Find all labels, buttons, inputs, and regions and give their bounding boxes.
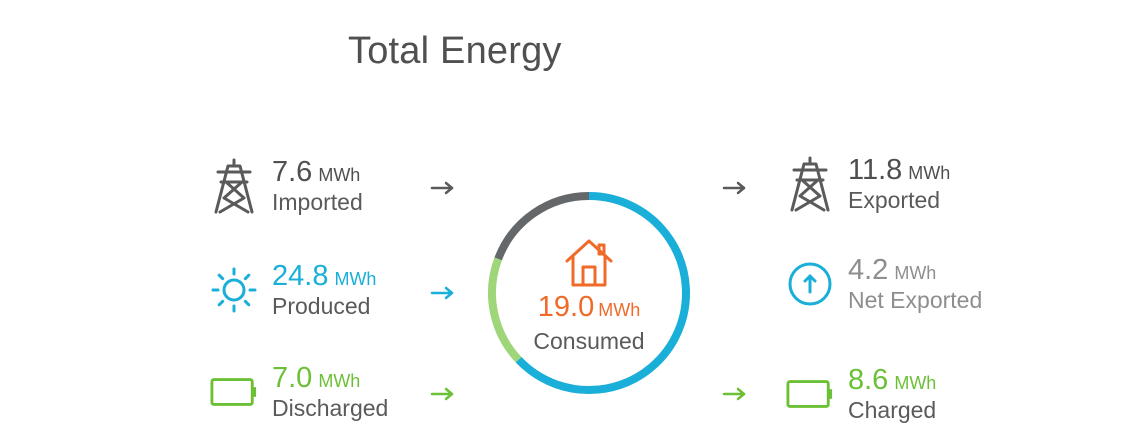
imported-value: 7.6: [272, 156, 313, 188]
charged-arrow-icon: [722, 387, 746, 401]
sun-icon: [210, 262, 258, 318]
exported-stat: 11.8 MWh Exported: [786, 156, 950, 212]
power-tower-icon: [786, 156, 834, 212]
power-tower-icon: [210, 158, 258, 214]
net-exported-unit: MWh: [894, 263, 937, 283]
donut-segment-discharged: [488, 257, 522, 363]
discharged-label: Discharged: [272, 395, 389, 421]
discharged-unit: MWh: [318, 371, 361, 391]
donut-segment-produced: [515, 192, 690, 394]
consumed-value: 19.0: [537, 291, 595, 323]
net-exported-value: 4.2: [848, 254, 889, 286]
consumed-unit: MWh: [598, 300, 641, 320]
charged-label: Charged: [848, 397, 937, 423]
charged-stat: 8.6 MWh Charged: [786, 366, 936, 422]
up-arrow-circle-icon: [786, 256, 834, 312]
discharged-arrow-icon: [430, 387, 454, 401]
house-icon: [563, 237, 615, 289]
consumed-label: Consumed: [533, 328, 645, 354]
charged-value: 8.6: [848, 364, 889, 396]
discharged-value: 7.0: [272, 362, 313, 394]
charged-unit: MWh: [894, 373, 937, 393]
produced-arrow-icon: [430, 286, 454, 300]
net-exported-label: Net Exported: [848, 287, 983, 313]
produced-label: Produced: [272, 293, 371, 319]
discharged-stat: 7.0 MWh Discharged: [210, 364, 388, 420]
produced-stat: 24.8 MWh Produced: [210, 262, 376, 318]
battery-icon: [210, 364, 258, 420]
imported-unit: MWh: [318, 165, 361, 185]
imported-label: Imported: [272, 189, 363, 215]
page-title: Total Energy: [348, 30, 562, 72]
energy-donut-chart: [488, 192, 690, 394]
net-exported-stat: 4.2 MWh Net Exported: [786, 256, 982, 312]
battery-icon: [786, 366, 834, 422]
produced-value: 24.8: [272, 260, 329, 292]
imported-arrow-icon: [430, 181, 454, 195]
consumed-stat: 19.0 MWh Consumed: [484, 188, 694, 398]
exported-label: Exported: [848, 187, 941, 213]
exported-arrow-icon: [722, 181, 746, 195]
exported-value: 11.8: [848, 154, 903, 186]
imported-stat: 7.6 MWh Imported: [210, 158, 363, 214]
donut-segment-imported: [494, 192, 590, 261]
produced-unit: MWh: [334, 269, 377, 289]
exported-unit: MWh: [908, 163, 951, 183]
